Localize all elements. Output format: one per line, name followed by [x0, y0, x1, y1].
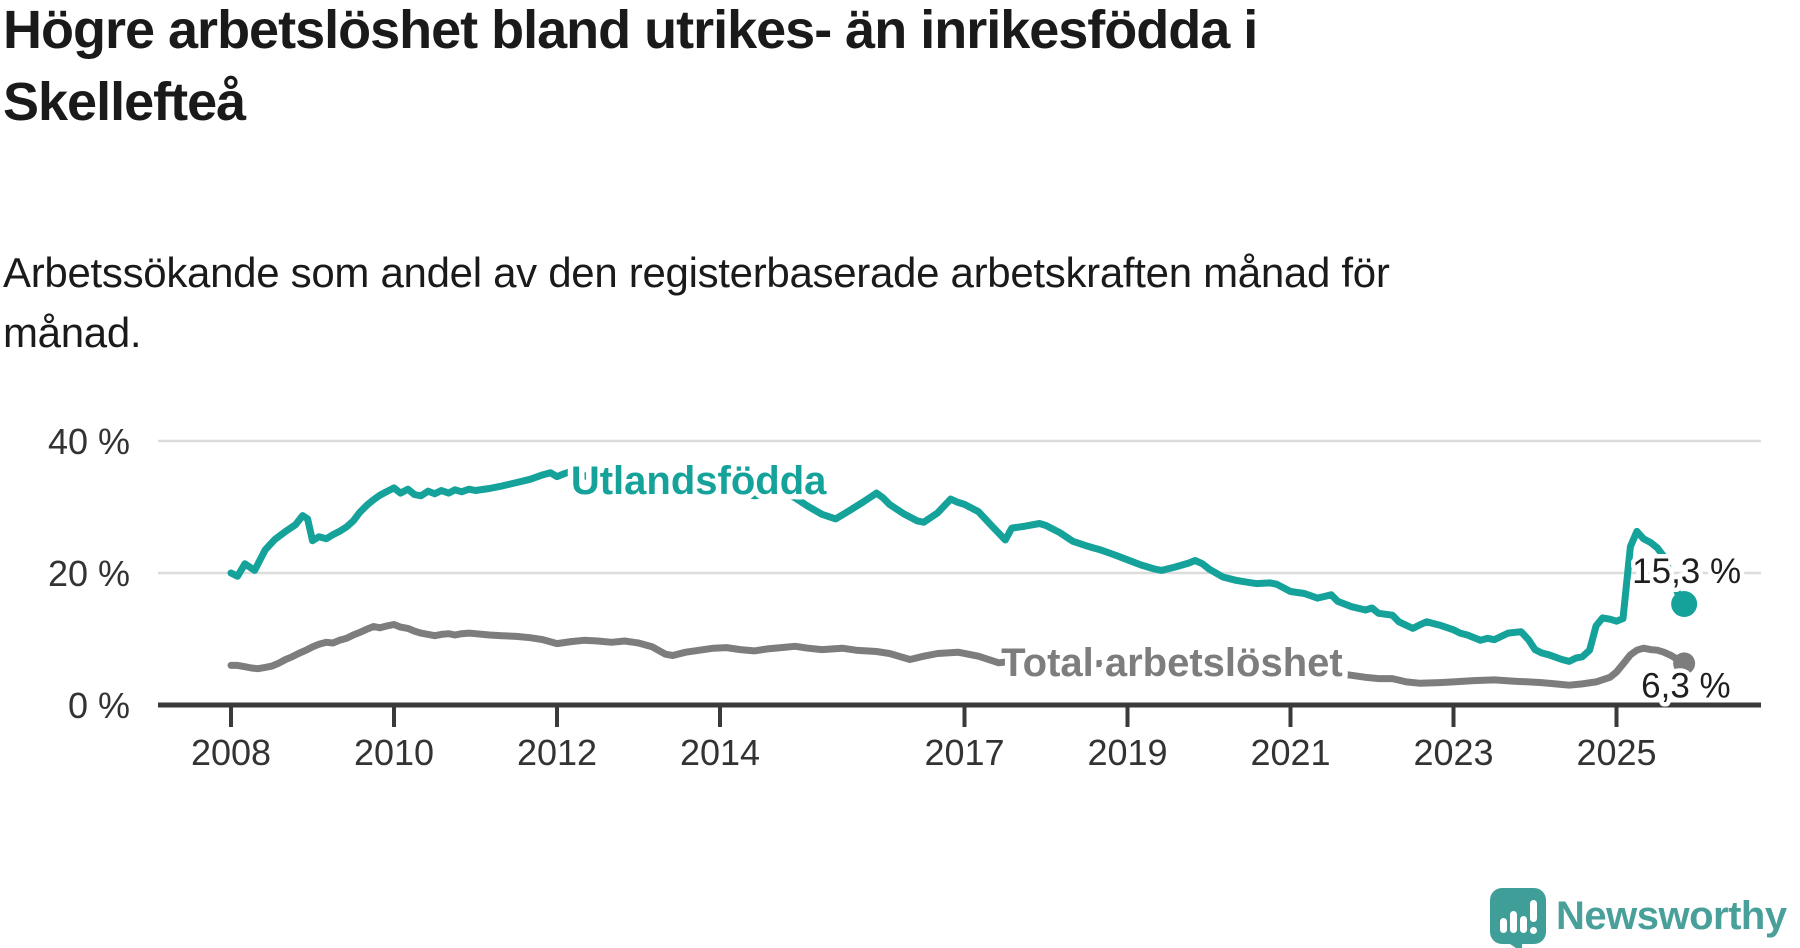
- page-subtitle: Arbetssökande som andel av den registerb…: [3, 249, 1390, 356]
- x-tick-label-2019: 2019: [1087, 732, 1167, 773]
- y-tick-label-20: 20 %: [48, 553, 130, 594]
- x-tick-label-2021: 2021: [1250, 732, 1330, 773]
- series-line-total: [227, 621, 1688, 689]
- newsworthy-wordmark: Newsworthy: [1556, 894, 1787, 938]
- value-label-utlandsfodda: 15,3 %: [1632, 552, 1741, 591]
- series-line-utlandsfodda: [227, 467, 1688, 665]
- x-tick-label-2012: 2012: [517, 732, 597, 773]
- x-tick-label-2010: 2010: [354, 732, 434, 773]
- series-label-total: Total arbetslöshet: [1001, 641, 1343, 685]
- bar-chart-speech-bubble-icon: [1490, 888, 1546, 948]
- newsworthy-logo: Newsworthy: [1488, 886, 1787, 948]
- series-label-utlandsfodda: Utlandsfödda: [571, 459, 827, 503]
- series-end-dot-total: [1673, 652, 1696, 675]
- x-tick-label-2025: 2025: [1576, 732, 1656, 773]
- y-tick-label-40: 40 %: [48, 421, 130, 462]
- x-tick-label-2014: 2014: [680, 732, 760, 773]
- x-tick-label-2023: 2023: [1413, 732, 1493, 773]
- page-title: Högre arbetslöshet bland utrikes- än inr…: [3, 0, 1258, 132]
- x-tick-label-2017: 2017: [924, 732, 1004, 773]
- series-end-dot-utlandsfodda: [1671, 591, 1698, 618]
- y-tick-label-0: 0 %: [68, 685, 130, 726]
- value-label-total: 6,3 %: [1641, 666, 1731, 705]
- x-tick-label-2008: 2008: [191, 732, 271, 773]
